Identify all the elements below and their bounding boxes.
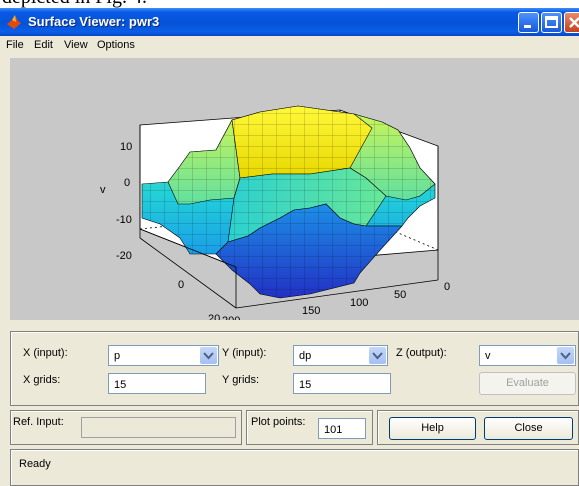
plot-points-field[interactable]: 101 xyxy=(318,418,366,439)
maximize-icon xyxy=(545,16,558,28)
x-grids-label: X grids: xyxy=(23,374,61,386)
z-tick-label: -20 xyxy=(116,250,132,262)
menu-bar: File Edit View Options xyxy=(0,36,579,56)
evaluate-button[interactable]: Evaluate xyxy=(479,372,576,395)
window-title: Surface Viewer: pwr3 xyxy=(28,14,160,29)
caption-text: depicted in Fig. 4. xyxy=(2,0,147,8)
document-caption: depicted in Fig. 4. xyxy=(0,0,579,8)
x-tick-label: 100 xyxy=(350,297,368,309)
minimize-button[interactable] xyxy=(518,12,539,33)
surface-plot[interactable]: 10 0 -10 -20 v 0 20 dp 200 150 100 50 0 … xyxy=(10,58,579,320)
plot-points-panel: Plot points: 101 xyxy=(246,410,373,445)
x-tick-label: 0 xyxy=(444,281,450,293)
help-button[interactable]: Help xyxy=(389,417,476,440)
status-bar: Ready xyxy=(10,449,579,486)
y-tick-label: 0 xyxy=(178,279,184,291)
z-tick-label: 0 xyxy=(124,177,130,189)
menu-view[interactable]: View xyxy=(64,39,88,51)
x-tick-label: 150 xyxy=(302,305,320,317)
menu-file[interactable]: File xyxy=(6,39,24,51)
dropdown-arrow-icon xyxy=(557,347,574,364)
z-output-value: v xyxy=(485,350,491,362)
close-button[interactable]: Close xyxy=(484,417,573,440)
y-tick-label: 20 xyxy=(208,313,220,320)
maximize-button[interactable] xyxy=(541,12,562,33)
surface-viewer-window: Surface Viewer: pwr3 File Edit View Opti… xyxy=(0,8,579,486)
menu-options[interactable]: Options xyxy=(97,39,135,51)
title-bar[interactable]: Surface Viewer: pwr3 xyxy=(0,8,579,36)
z-tick-label: 10 xyxy=(120,141,132,153)
x-grids-field[interactable]: 15 xyxy=(108,373,206,394)
x-input-select[interactable]: p xyxy=(108,345,219,366)
surface-plot-area[interactable]: 10 0 -10 -20 v 0 20 dp 200 150 100 50 0 … xyxy=(10,58,579,320)
close-icon xyxy=(569,17,579,28)
axes-front-edges xyxy=(139,125,439,309)
z-axis-label: v xyxy=(100,184,106,196)
x-input-value: p xyxy=(114,350,121,362)
y-grids-label: Y grids: xyxy=(222,374,260,386)
ref-input-panel: Ref. Input: xyxy=(10,410,242,445)
dropdown-arrow-icon xyxy=(369,347,386,364)
y-grids-field[interactable]: 15 xyxy=(293,373,391,394)
z-tick-label: -10 xyxy=(116,214,132,226)
x-input-label: X (input): xyxy=(23,347,68,359)
dropdown-arrow-icon xyxy=(200,347,217,364)
ref-input-field[interactable] xyxy=(81,417,236,438)
minimize-icon xyxy=(524,25,531,28)
x-tick-label: 200 xyxy=(222,315,240,320)
controls-panel: X (input): p Y (input): dp Z (output): v… xyxy=(10,331,579,406)
close-window-button[interactable] xyxy=(564,12,579,33)
matlab-logo-icon xyxy=(7,15,21,29)
status-text: Ready xyxy=(19,458,51,470)
y-input-value: dp xyxy=(299,350,312,362)
z-output-select[interactable]: v xyxy=(479,345,576,366)
actions-panel: Help Close xyxy=(377,410,579,445)
plot-points-label: Plot points: xyxy=(251,416,306,428)
surface-mesh xyxy=(142,106,435,298)
ref-input-label: Ref. Input: xyxy=(13,416,64,428)
x-tick-label: 50 xyxy=(394,289,406,301)
y-input-label: Y (input): xyxy=(222,347,267,359)
menu-edit[interactable]: Edit xyxy=(34,39,53,51)
z-output-label: Z (output): xyxy=(396,347,447,359)
y-input-select[interactable]: dp xyxy=(293,345,388,366)
